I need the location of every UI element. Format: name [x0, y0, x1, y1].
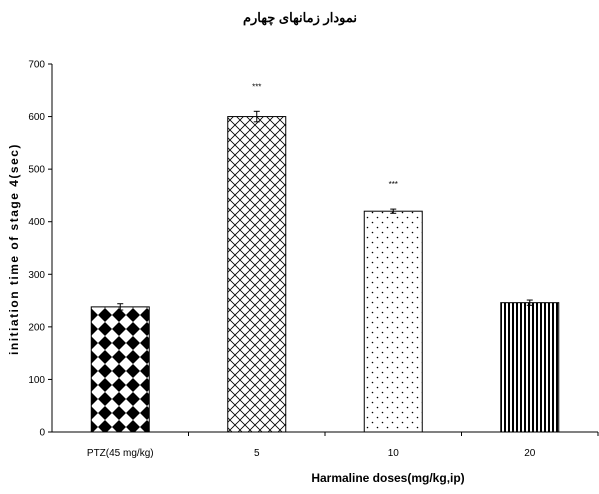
y-tick-label: 300 [28, 270, 45, 281]
y-tick-label: 400 [28, 217, 45, 228]
y-tick-label: 100 [28, 375, 45, 386]
x-tick-label: 10 [388, 448, 400, 459]
y-axis-title: initiation time of stage 4(sec) [7, 143, 21, 355]
y-tick-label: 500 [28, 165, 45, 176]
bar-1 [90, 306, 150, 433]
x-tick-labels: PTZ(45 mg/kg) 5 10 20 [87, 432, 599, 459]
y-ticks: 0 100 200 300 400 500 600 700 [28, 60, 52, 439]
chart-title: نمودار زمانهای چهارم [243, 10, 357, 26]
x-tick-label: 20 [524, 448, 536, 459]
x-tick-label: PTZ(45 mg/kg) [87, 448, 154, 459]
x-tick-label: 5 [254, 448, 260, 459]
bar-3 [363, 210, 423, 433]
bar-2 [227, 116, 287, 433]
y-tick-label: 600 [28, 112, 45, 123]
bars [90, 116, 560, 433]
y-tick-label: 0 [39, 428, 45, 439]
significance-annotations: *** *** [252, 82, 398, 189]
x-axis-title: Harmaline doses(mg/kg,ip) [311, 471, 464, 485]
y-tick-label: 200 [28, 322, 45, 333]
error-bars [117, 110, 533, 311]
y-tick-label: 700 [28, 60, 45, 71]
significance-label: *** [389, 180, 398, 189]
bar-4 [500, 302, 560, 433]
significance-label: *** [252, 82, 261, 91]
